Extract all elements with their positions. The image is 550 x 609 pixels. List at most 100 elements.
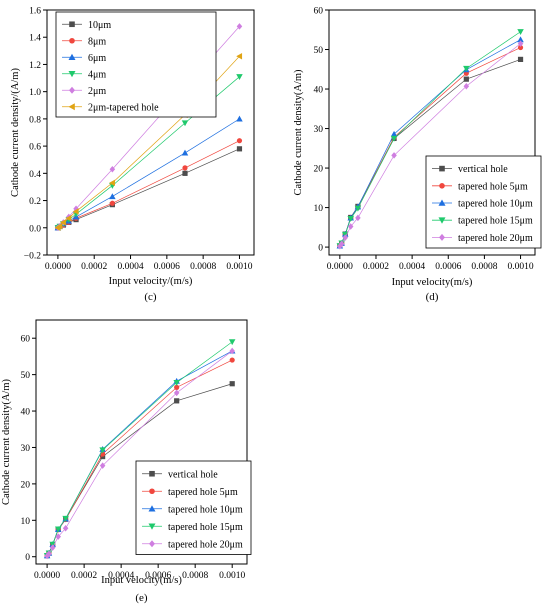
data-point (390, 135, 398, 142)
legend-marker (439, 165, 445, 172)
x-tick-label: 0.0006 (154, 262, 180, 272)
panel-label: (e) (135, 592, 148, 604)
y-tick-label: 0 (25, 553, 30, 563)
x-axis-label: Input velocity/(m/s) (109, 276, 193, 287)
chart-panel-2: 0.0000 0.0002 0.0004 0.0006 0.0008 0.0010 0 10 2… (293, 7, 542, 303)
legend-marker (69, 37, 75, 44)
legend-marker (69, 21, 75, 28)
legend-label: 2μm (88, 86, 106, 97)
panel-label: (c) (144, 291, 157, 303)
legend-marker (149, 488, 155, 495)
chart-panel-3: 0.0000 0.0002 0.0004 0.0006 0.0008 0.0010 0 10 2… (1, 319, 252, 604)
data-point (174, 398, 180, 404)
x-tick-label: 0.0002 (363, 262, 389, 272)
x-tick-label: 0.0004 (399, 262, 425, 272)
data-point (62, 525, 69, 532)
data-point (517, 36, 524, 43)
data-point (60, 219, 66, 226)
x-tick-label: 0.0000 (34, 571, 60, 581)
legend-marker (439, 183, 445, 189)
data-point (54, 526, 62, 533)
data-point (109, 166, 116, 173)
legend-marker (149, 540, 155, 548)
legend: vertical hole tapered hole 5μm tapered hol… (425, 155, 542, 249)
plot-frame (46, 9, 255, 256)
data-point (236, 115, 243, 122)
legend-label: 4μm (88, 69, 106, 80)
y-tick-label: 30 (21, 444, 31, 454)
legend-label: vertical hole (168, 469, 218, 480)
x-tick-label: 0.0004 (117, 262, 143, 272)
plot-frame (35, 319, 248, 565)
data-point (517, 29, 524, 35)
data-point (109, 179, 115, 187)
data-point (463, 76, 469, 82)
x-tick-label: 0.0010 (507, 262, 533, 272)
y-tick-label: 0.0 (29, 224, 41, 234)
data-point (229, 357, 235, 363)
x-tick-label: 0.0008 (190, 262, 216, 272)
legend-label: 8μm (88, 36, 106, 47)
y-tick-label: 20 (21, 480, 31, 490)
y-tick-label: 10 (314, 204, 324, 214)
data-point (173, 389, 180, 397)
data-point (342, 234, 349, 241)
legend-label: 2μm-tapered hole (88, 102, 159, 113)
y-tick-label: 1.4 (29, 34, 41, 44)
data-point (46, 550, 52, 558)
data-point (109, 200, 115, 206)
data-point (463, 65, 470, 72)
x-axis-label: Input velocity(m/s) (101, 575, 182, 586)
y-tick-label: 30 (314, 125, 324, 135)
data-point (236, 74, 243, 80)
legend-marker (438, 199, 446, 206)
legend-label: tapered hole 5μm (168, 487, 238, 498)
data-point (228, 339, 236, 346)
y-tick-label: 1.2 (29, 61, 41, 71)
plot-frame (328, 9, 536, 256)
legend-box (425, 155, 542, 249)
data-point (347, 216, 354, 222)
y-axis-label: Cathode current density(A/m) (1, 379, 12, 505)
legend-box (135, 460, 252, 555)
data-point (65, 215, 72, 222)
legend-label: tapered hole 15μm (168, 522, 243, 533)
x-tick-label: 0.0002 (71, 571, 97, 581)
legend-label: tapered hole 5μm (458, 181, 528, 192)
y-axis-label: Cathode current density(A/m) (293, 69, 304, 195)
legend: vertical hole tapered hole 5μm tapered hol… (135, 460, 252, 555)
legend-marker (439, 233, 445, 241)
panel-label: (d) (426, 291, 439, 303)
series-line (57, 148, 240, 229)
x-tick-label: 0.0006 (435, 262, 461, 272)
y-tick-label: 0.6 (29, 143, 41, 153)
y-tick-label: 0.8 (29, 115, 41, 125)
data-point (182, 170, 188, 176)
data-point (229, 381, 235, 387)
data-point (236, 138, 243, 144)
legend: 10μm 8μm 6μm 4μm 2μm 2μm-tapered hole (55, 11, 217, 118)
legend-label: tapered hole 10μm (168, 504, 243, 515)
data-point (55, 533, 61, 540)
data-point (109, 193, 116, 200)
data-point (62, 515, 69, 522)
x-tick-label: 0.0004 (108, 571, 134, 581)
x-tick-label: 0.0000 (45, 262, 71, 272)
data-point (338, 240, 345, 248)
data-point (56, 223, 63, 230)
legend-marker (68, 103, 75, 111)
legend-marker (148, 523, 156, 530)
legend-label: 10μm (88, 20, 111, 31)
legend-label: 6μm (88, 53, 106, 64)
data-point (181, 149, 189, 156)
y-tick-label: 0 (318, 244, 323, 254)
series-5 (337, 40, 524, 250)
data-point (236, 53, 243, 60)
data-point (355, 214, 361, 222)
data-point (229, 347, 235, 355)
series-line (57, 140, 240, 229)
y-tick-label: 10 (21, 517, 31, 527)
legend-marker (69, 86, 75, 94)
series-line (57, 118, 240, 229)
